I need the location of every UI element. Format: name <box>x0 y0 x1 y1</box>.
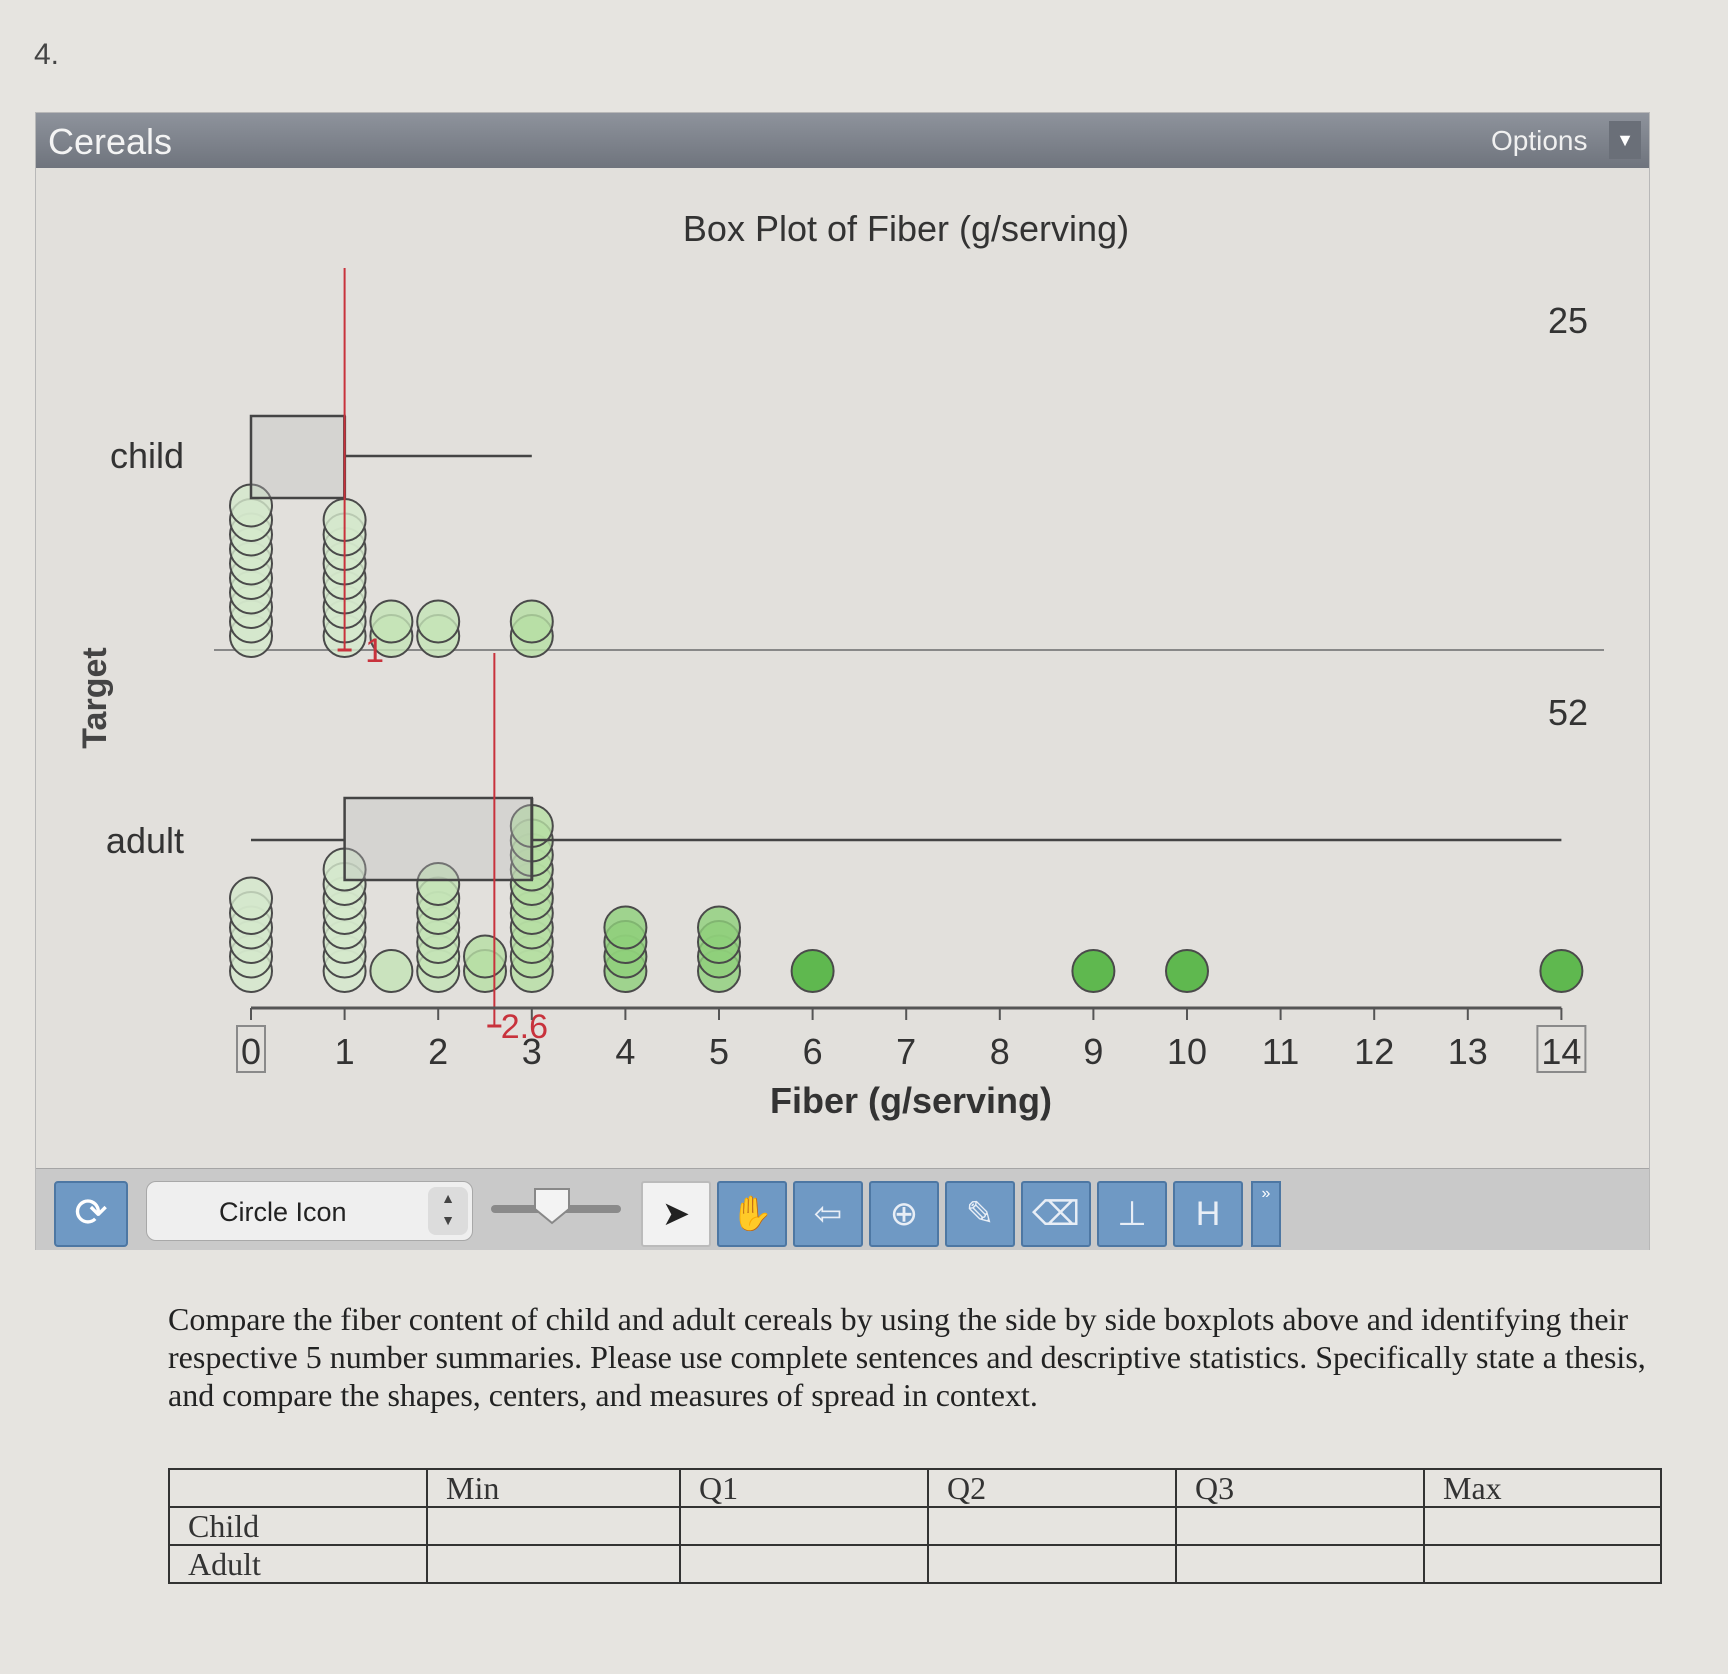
x-tick-label: 11 <box>1262 1031 1299 1072</box>
icon-size-slider[interactable] <box>491 1183 621 1239</box>
chart-title: Box Plot of Fiber (g/serving) <box>683 208 1129 249</box>
x-tick-label: 1 <box>335 1031 355 1072</box>
table-cell[interactable] <box>1175 1544 1425 1584</box>
table-row: Adult <box>168 1544 1662 1584</box>
five-number-summary-table: Min Q1 Q2 Q3 Max Child Adult <box>168 1468 1662 1584</box>
x-tick-label: 13 <box>1448 1031 1488 1072</box>
table-header-cell <box>168 1468 428 1508</box>
table-header-cell: Q1 <box>679 1468 929 1508</box>
x-tick-label: 6 <box>803 1031 823 1072</box>
x-axis-label: Fiber (g/serving) <box>770 1080 1052 1121</box>
icon-type-select[interactable]: Circle Icon ▲ ▼ <box>146 1181 473 1241</box>
grab-hand-icon[interactable]: ✋ <box>717 1181 787 1247</box>
table-cell[interactable] <box>679 1506 929 1546</box>
eraser-icon[interactable]: ⌫ <box>1021 1181 1091 1247</box>
x-tick-label: 2 <box>428 1031 448 1072</box>
dot-adult <box>1071 949 1116 993</box>
table-cell[interactable] <box>927 1506 1177 1546</box>
dot-adult <box>369 949 414 993</box>
add-value-icon[interactable]: ⊕ <box>869 1181 939 1247</box>
group-count-adult: 52 <box>1548 692 1588 733</box>
x-range-handle <box>1536 1025 1587 1073</box>
table-cell[interactable] <box>679 1544 929 1584</box>
x-tick-label: 8 <box>990 1031 1010 1072</box>
toolbar: ⟳ Circle Icon ▲ ▼ ➤ ✋ ⇦ ⊕ ✎ ⌫ ⊥ H » <box>36 1168 1649 1250</box>
box-plot-chart[interactable]: Box Plot of Fiber (g/serving) Target child… <box>36 168 1649 1168</box>
dot-adult <box>1539 949 1584 993</box>
table-cell[interactable] <box>1423 1544 1662 1584</box>
table-row: Child <box>168 1506 1662 1546</box>
x-tick-label: 5 <box>709 1031 729 1072</box>
group-count-child: 25 <box>1548 300 1588 341</box>
pencil-icon[interactable]: ✎ <box>945 1181 1015 1247</box>
x-range-handle <box>236 1025 266 1073</box>
dot-adult <box>463 934 507 979</box>
table-cell[interactable] <box>1175 1506 1425 1546</box>
x-tick-label: 10 <box>1167 1031 1207 1072</box>
chevron-down-icon[interactable]: ▼ <box>1609 121 1641 159</box>
table-cell[interactable] <box>426 1544 681 1584</box>
refresh-icon[interactable]: ⟳ <box>54 1181 128 1247</box>
x-tick-label: 9 <box>1083 1031 1103 1072</box>
table-cell[interactable] <box>927 1544 1177 1584</box>
table-header-cell: Min <box>426 1468 681 1508</box>
box-adult <box>343 796 534 882</box>
mean-label-child: 1 <box>365 632 384 670</box>
dot-adult <box>697 905 741 950</box>
dot-adult <box>1165 949 1209 993</box>
x-tick-label: 3 <box>522 1031 542 1072</box>
spinner-icon[interactable]: ▲ ▼ <box>428 1187 468 1235</box>
x-tick-label: 14 <box>1541 1031 1581 1072</box>
table-cell[interactable] <box>1423 1506 1662 1546</box>
mean-label-adult: 2.6 <box>501 1008 548 1046</box>
cereals-window: Cereals Options ▼ Box Plot of Fiber (g/s… <box>35 112 1650 1250</box>
table-cell[interactable] <box>426 1506 681 1546</box>
table-header-cell: Max <box>1423 1468 1662 1508</box>
dot-adult <box>603 905 648 950</box>
back-arrow-icon[interactable]: ⇦ <box>793 1181 863 1247</box>
dot-child <box>416 599 461 644</box>
dot-adult <box>416 862 461 906</box>
more-tools-button[interactable]: » <box>1251 1181 1281 1247</box>
options-label: Options <box>1491 125 1588 156</box>
dot-child <box>509 599 554 644</box>
x-tick-label: 4 <box>615 1031 635 1072</box>
window-titlebar: Cereals Options ▼ <box>36 113 1649 168</box>
x-tick-label: 0 <box>241 1031 261 1072</box>
row-label: Adult <box>168 1544 428 1584</box>
y-axis-label: Target <box>76 647 114 748</box>
window-title: Cereals <box>48 121 173 162</box>
table-header-row: Min Q1 Q2 Q3 Max <box>168 1468 1662 1508</box>
paint-brush-icon[interactable]: ⊥ <box>1097 1181 1167 1247</box>
row-label: Child <box>168 1506 428 1546</box>
icon-type-value: Circle Icon <box>219 1197 347 1227</box>
table-header-cell: Q3 <box>1175 1468 1425 1508</box>
dot-adult <box>790 949 835 993</box>
group-label-adult: adult <box>106 820 184 861</box>
box-child <box>249 414 346 500</box>
pointer-tool-icon[interactable]: ➤ <box>641 1181 711 1247</box>
histogram-icon[interactable]: H <box>1173 1181 1243 1247</box>
dot-adult <box>229 876 273 921</box>
question-prompt: Compare the fiber content of child and a… <box>168 1301 1646 1413</box>
x-tick-label: 12 <box>1354 1031 1394 1072</box>
plot-area[interactable]: Box Plot of Fiber (g/serving) Target child… <box>36 168 1649 1168</box>
dot-child <box>369 599 414 644</box>
x-tick-label: 7 <box>896 1031 916 1072</box>
options-menu[interactable]: Options ▼ <box>1491 119 1641 161</box>
slider-thumb-icon <box>534 1188 570 1225</box>
question-number: 4. <box>34 38 60 71</box>
table-header-cell: Q2 <box>927 1468 1177 1508</box>
group-label-child: child <box>110 435 184 476</box>
